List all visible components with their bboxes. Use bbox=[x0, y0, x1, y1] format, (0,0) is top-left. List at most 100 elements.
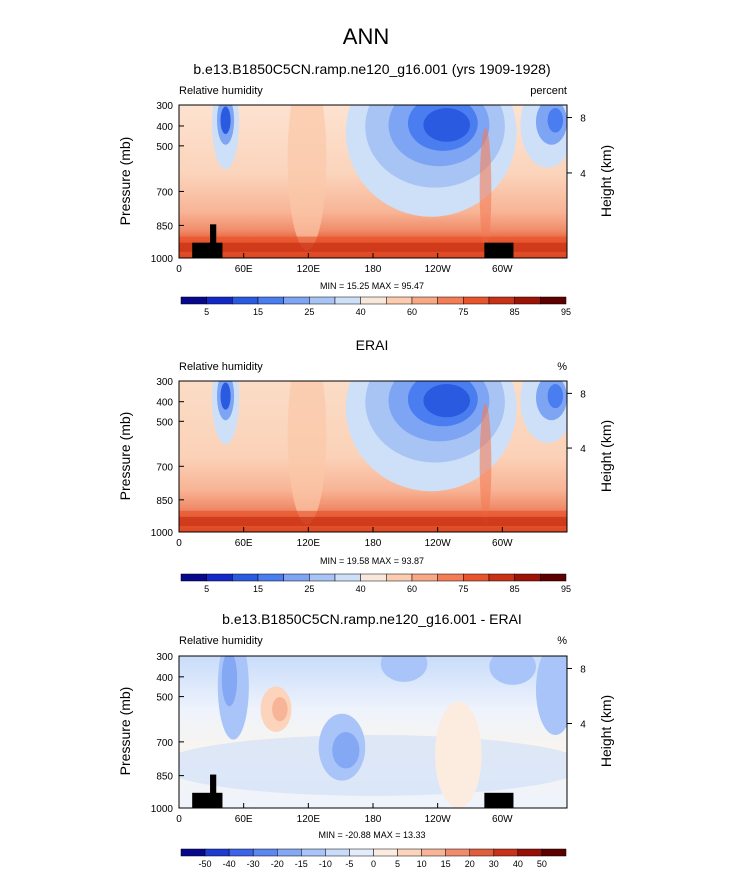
colorbar-label: -40 bbox=[223, 859, 236, 869]
y-tick-label: 300 bbox=[156, 377, 173, 388]
panel-model: b.e13.B1850C5CN.ramp.ne120_g16.001 (yrs … bbox=[117, 61, 614, 317]
colorbar-box bbox=[397, 848, 422, 857]
x-tick-label: 0 bbox=[176, 264, 182, 275]
contour-field bbox=[179, 381, 567, 532]
colorbar-box bbox=[445, 848, 470, 857]
y2-tick-label: 8 bbox=[580, 114, 586, 125]
y-axis: 300 400 500 700 850 1000 bbox=[151, 652, 184, 815]
x-tick-label: 120E bbox=[297, 264, 321, 275]
colorbar-box bbox=[493, 848, 519, 857]
colorbar-label: 60 bbox=[407, 307, 417, 317]
x-tick-label: 180 bbox=[365, 264, 382, 275]
colorbar-box bbox=[541, 848, 567, 857]
colorbar-box bbox=[463, 296, 490, 305]
units-label: percent bbox=[530, 85, 567, 97]
y-axis: 300 400 500 700 850 1000 bbox=[151, 101, 184, 265]
colorbar-label: 75 bbox=[458, 307, 468, 317]
colorbar-box bbox=[206, 573, 233, 582]
panel-title: b.e13.B1850C5CN.ramp.ne120_g16.001 (yrs … bbox=[193, 61, 550, 77]
y-tick-label: 850 bbox=[156, 772, 173, 783]
colorbar-label: 5 bbox=[395, 859, 400, 869]
colorbar-box bbox=[301, 848, 326, 857]
y-axis-title: Pressure (mb) bbox=[117, 412, 133, 501]
colorbar-label: -20 bbox=[271, 859, 284, 869]
colorbar-label: 85 bbox=[510, 307, 520, 317]
panel-title: b.e13.B1850C5CN.ramp.ne120_g16.001 - ERA… bbox=[222, 611, 522, 627]
colorbar-label: 0 bbox=[371, 859, 376, 869]
colorbar-box bbox=[206, 296, 233, 305]
x-tick-label: 120E bbox=[297, 538, 321, 549]
x-tick-label: 0 bbox=[176, 538, 182, 549]
y-axis-title: Pressure (mb) bbox=[117, 687, 133, 776]
colorbar-box bbox=[463, 573, 490, 582]
colorbar-box bbox=[309, 296, 336, 305]
x-tick-label: 120W bbox=[425, 264, 452, 275]
colorbar-box bbox=[488, 296, 515, 305]
colorbar-label: 30 bbox=[489, 859, 499, 869]
panel-title: ERAI bbox=[356, 337, 389, 353]
x-tick-label: 120W bbox=[425, 814, 452, 825]
colorbar-box bbox=[180, 573, 207, 582]
y-tick-label: 400 bbox=[156, 673, 173, 684]
colorbar-box bbox=[349, 848, 374, 857]
colorbar-box bbox=[232, 573, 259, 582]
colorbar-box bbox=[437, 296, 464, 305]
x-tick-label: 60E bbox=[235, 264, 253, 275]
colorbar-label: 5 bbox=[204, 584, 209, 594]
y2-axis-title: Height (km) bbox=[598, 145, 614, 217]
y2-tick-label: 4 bbox=[580, 444, 586, 455]
y-tick-label: 1000 bbox=[151, 528, 174, 539]
y-tick-label: 850 bbox=[156, 221, 173, 232]
colorbar-label: 15 bbox=[253, 307, 263, 317]
colorbar-label: -5 bbox=[345, 859, 353, 869]
colorbar-label: 15 bbox=[441, 859, 451, 869]
variable-label: Relative humidity bbox=[179, 635, 263, 647]
y-tick-label: 500 bbox=[156, 693, 173, 704]
y-tick-label: 1000 bbox=[151, 254, 174, 265]
colorbar-label: -50 bbox=[199, 859, 212, 869]
colorbar-box bbox=[437, 573, 464, 582]
colorbar-box bbox=[517, 848, 543, 857]
colorbar-label: 25 bbox=[304, 307, 314, 317]
y-tick-label: 400 bbox=[156, 122, 173, 133]
units-label: % bbox=[557, 635, 567, 647]
colorbar-label: 10 bbox=[417, 859, 427, 869]
x-tick-label: 180 bbox=[365, 814, 382, 825]
y-tick-label: 300 bbox=[156, 101, 173, 112]
x-tick-label: 60E bbox=[235, 538, 253, 549]
colorbar-box bbox=[540, 573, 567, 582]
colorbar-box bbox=[386, 573, 413, 582]
colorbar-box bbox=[232, 296, 259, 305]
colorbar-box bbox=[283, 296, 310, 305]
y-axis: 300 400 500 700 850 1000 bbox=[151, 377, 184, 539]
colorbar-box bbox=[180, 296, 207, 305]
colorbar-box bbox=[514, 573, 541, 582]
contour-field bbox=[179, 105, 567, 258]
y-tick-label: 700 bbox=[156, 462, 173, 473]
colorbar-box bbox=[360, 296, 387, 305]
colorbar-label: 25 bbox=[304, 584, 314, 594]
colorbar-box bbox=[277, 848, 302, 857]
panel-erai: ERAI Relative humidity % 0 60E 120E 180 120W… bbox=[117, 337, 614, 594]
colorbar-label: 95 bbox=[561, 307, 571, 317]
x-tick-label: 60W bbox=[492, 814, 513, 825]
colorbar-box bbox=[373, 848, 398, 857]
topography-mask bbox=[192, 224, 514, 258]
colorbar-box bbox=[360, 573, 387, 582]
colorbar-box bbox=[180, 848, 206, 857]
colorbar-box bbox=[411, 296, 438, 305]
y2-axis-title: Height (km) bbox=[598, 695, 614, 767]
colorbar-box bbox=[309, 573, 336, 582]
x-tick-label: 0 bbox=[176, 814, 182, 825]
colorbar-box bbox=[421, 848, 446, 857]
x-axis: 0 60E 120E 180 120W 60W bbox=[176, 803, 513, 825]
min-max-stats: MIN = 15.25 MAX = 95.47 bbox=[320, 281, 424, 291]
contour-field bbox=[179, 656, 567, 808]
x-tick-label: 60W bbox=[492, 264, 513, 275]
figure-title: ANN bbox=[343, 24, 389, 49]
y-tick-label: 1000 bbox=[151, 804, 174, 815]
colorbar-box bbox=[540, 296, 567, 305]
min-max-stats: MIN = -20.88 MAX = 13.33 bbox=[318, 830, 425, 840]
units-label: % bbox=[557, 361, 567, 373]
x-axis: 0 60E 120E 180 120W 60W bbox=[176, 527, 513, 549]
